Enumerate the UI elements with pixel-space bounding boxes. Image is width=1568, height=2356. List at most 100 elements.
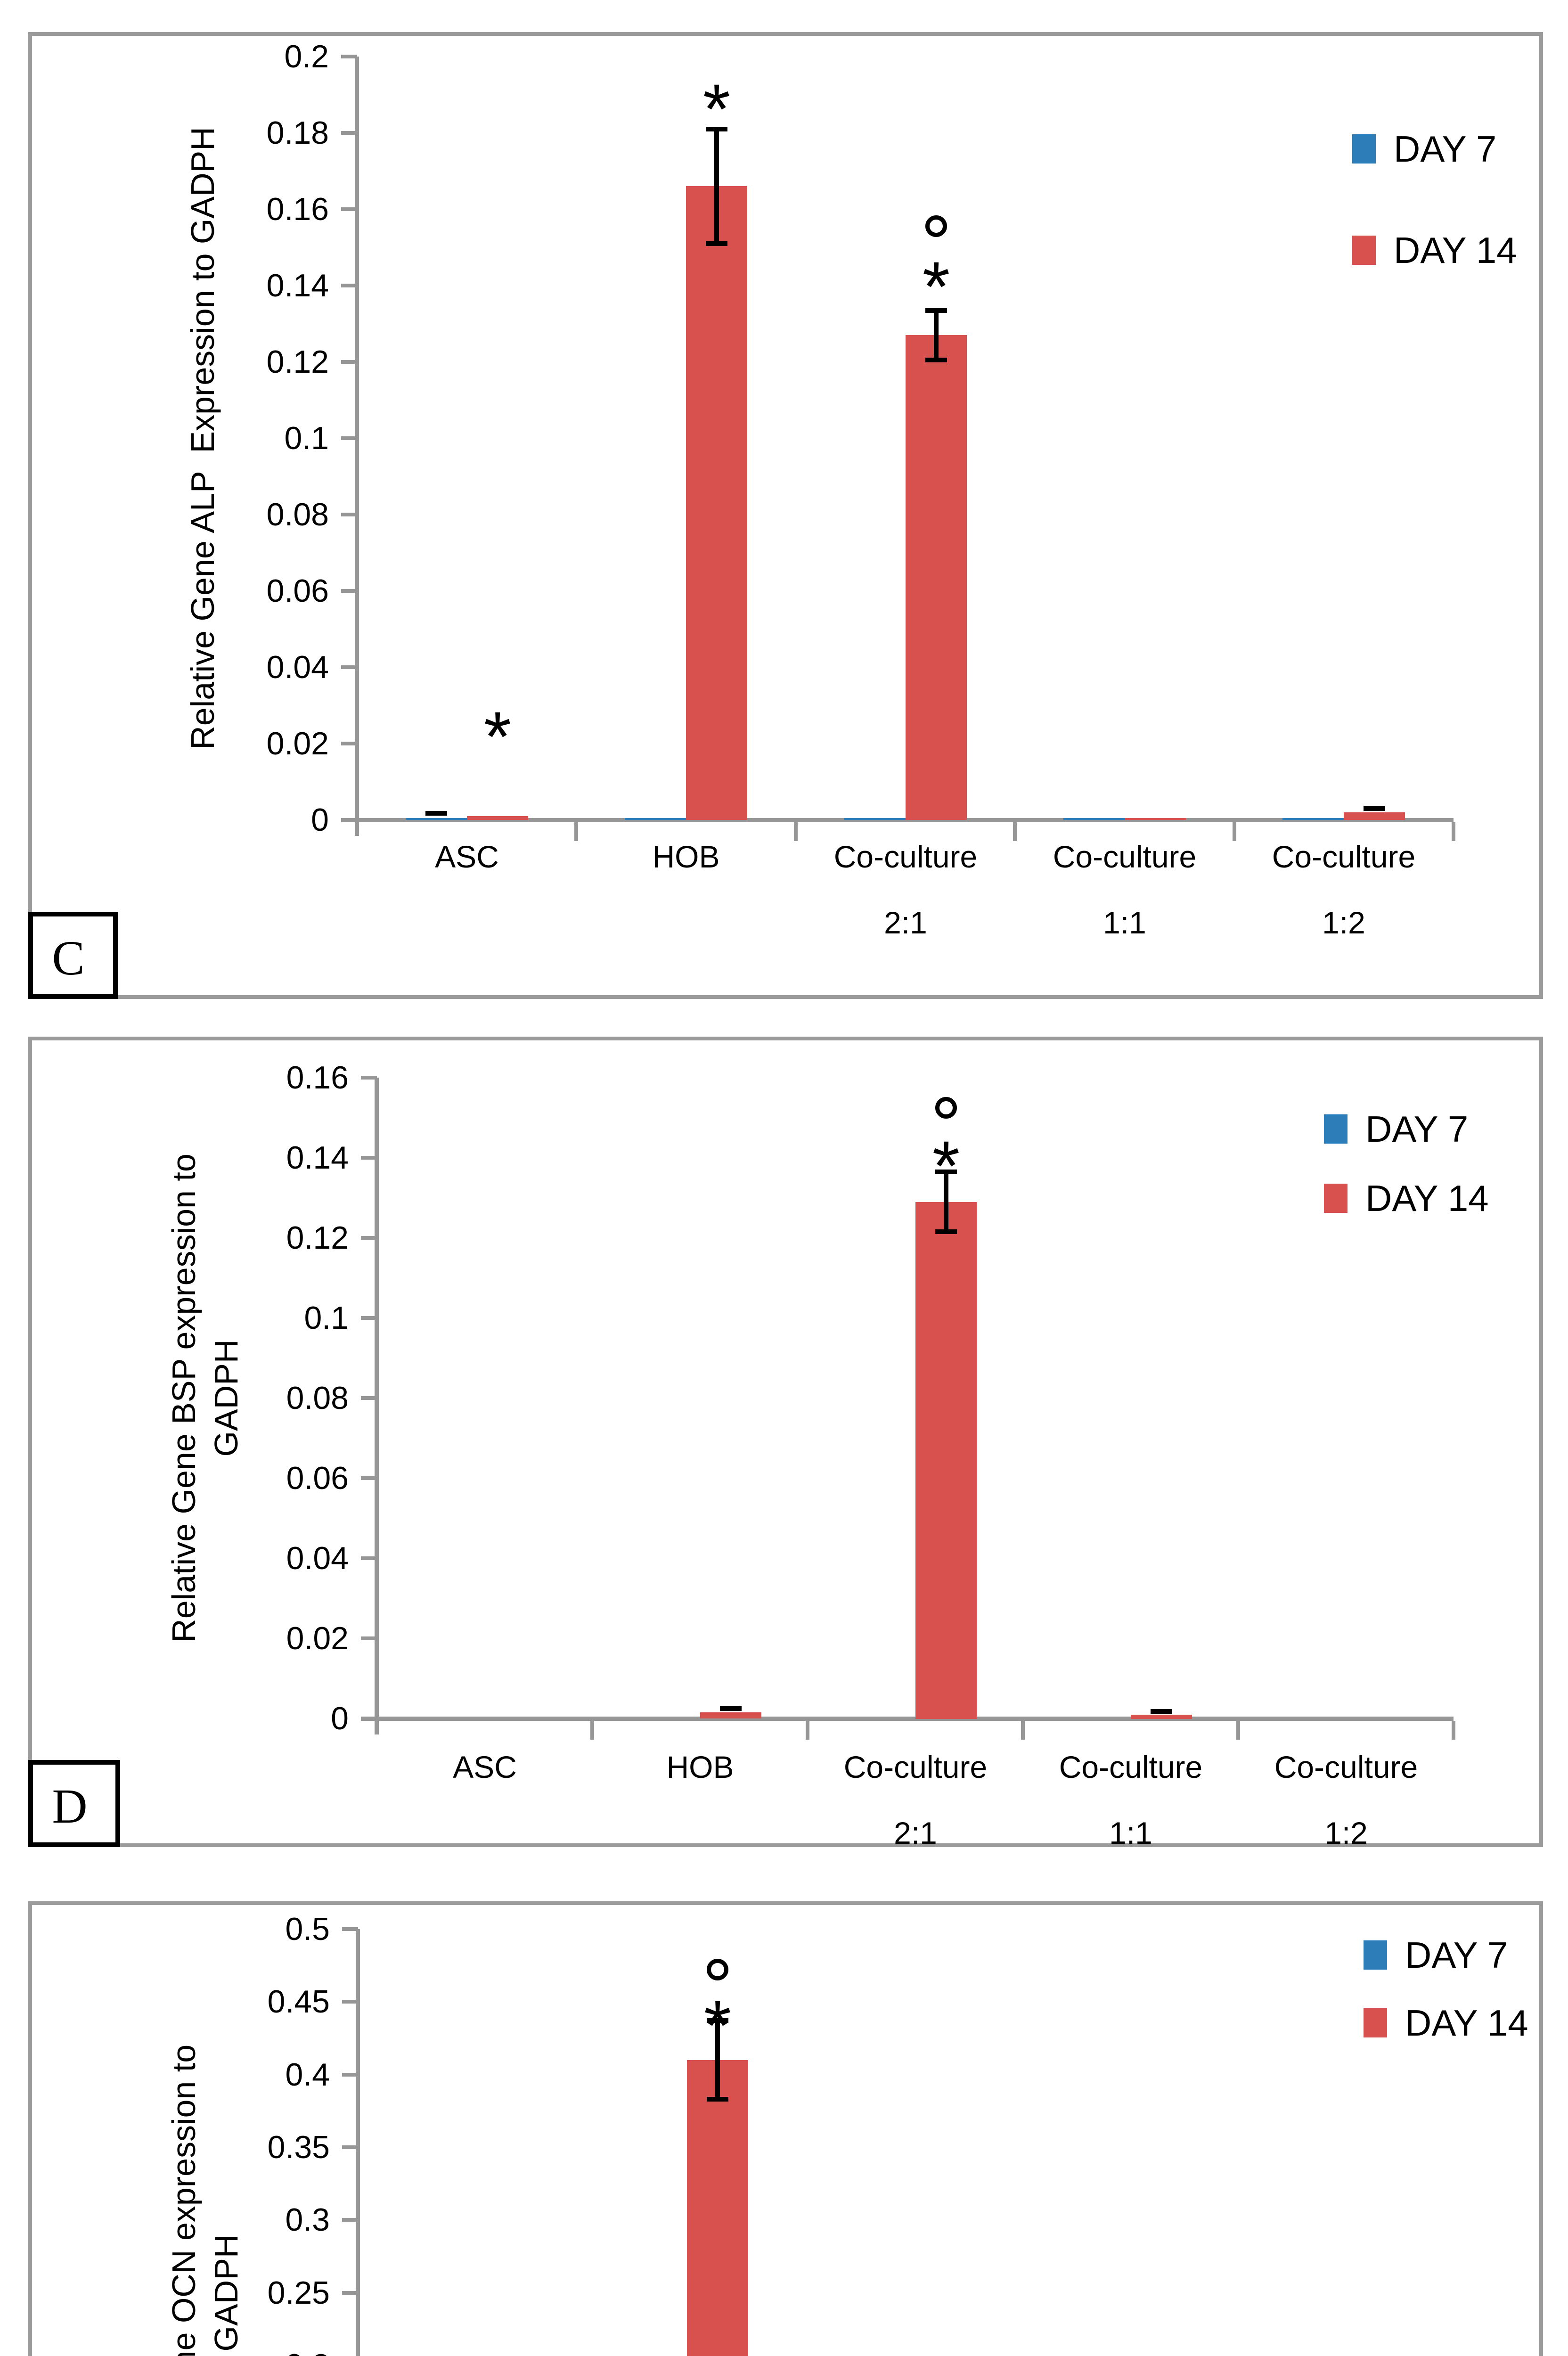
legend-label: DAY 14 [1394,229,1517,271]
bar-day14-Co-culture 1:1 [1131,1715,1192,1719]
bar-day14-Co-culture 2:1 [906,335,967,820]
legend-label: DAY 14 [1405,2002,1528,2044]
error-bar-cap-top [706,127,727,131]
x-tick [794,822,798,841]
x-category-label: Co-culture [1059,1750,1203,1784]
y-tick [361,1717,377,1720]
error-dash [425,811,447,816]
x-tick [1236,1721,1240,1740]
y-tick [361,1076,377,1080]
y-tick-label: 0.04 [286,1540,349,1576]
y-tick-label: 0.14 [266,268,329,303]
y-tick-label: 0.45 [267,1984,330,2020]
y-tick-label: 0.14 [286,1140,349,1176]
y-tick-label: 0 [331,1701,349,1736]
x-category-label: 2:1 [884,905,927,940]
y-tick [341,742,357,745]
y-axis-line [355,57,359,836]
x-category-label: Co-culture [1053,839,1197,874]
y-tick [361,1236,377,1240]
error-bar-cap-bottom [706,241,727,246]
panel-D [28,1037,1543,1847]
annotation-asterisk: * [922,247,950,326]
x-category-label: Co-culture [1272,839,1416,874]
panel-letter-box [28,1760,120,1847]
error-dash [1364,806,1385,811]
y-tick [341,513,357,516]
bar-day7-ASC [406,818,467,820]
y-tick [341,55,357,58]
x-category-label: Co-culture [843,1750,988,1784]
legend-swatch-day14 [1364,2008,1387,2037]
y-tick [342,2073,358,2077]
y-tick-label: 0.35 [267,2129,330,2165]
y-axis-title: Relative Gene ALP Expression to GADPH [184,127,221,750]
x-category-label: 1:1 [1103,905,1146,940]
x-category-label: 1:1 [1109,1816,1152,1850]
annotation-asterisk: * [483,697,512,776]
y-tick [361,1636,377,1640]
legend-label: DAY 14 [1365,1178,1489,1219]
y-tick-label: 0.4 [285,2057,330,2093]
y-axis-line [356,1929,360,2356]
x-tick [1013,822,1017,841]
y-tick [361,1556,377,1560]
y-tick-label: 0.18 [266,115,329,151]
y-tick [341,207,357,211]
legend-label: DAY 7 [1394,128,1497,170]
y-tick-label: 0.16 [286,1060,349,1096]
annotation-asterisk: * [932,1126,960,1205]
x-tick [1452,822,1455,841]
y-tick-label: 0.16 [266,191,329,227]
panel-letter: D [52,1779,88,1833]
y-tick-label: 0.12 [286,1220,349,1256]
y-tick-label: 0.02 [266,726,329,761]
error-bar-cap-bottom [935,1229,957,1234]
bar-day14-HOB [700,1712,761,1718]
x-tick [1452,1721,1455,1740]
y-tick-label: 0.04 [266,649,329,685]
y-tick [341,665,357,669]
x-category-label: ASC [453,1750,517,1784]
x-category-label: 1:2 [1324,1816,1368,1850]
y-tick [342,1927,358,1931]
bar-day14-Co-culture 1:1 [1125,818,1186,820]
bar-day14-HOB [686,186,747,820]
x-category-label: ASC [435,839,499,874]
y-tick-label: 0.3 [285,2202,330,2238]
y-tick-label: 0.06 [266,573,329,609]
y-tick [361,1156,377,1160]
error-dash [1151,1709,1172,1714]
annotation-asterisk: * [702,69,731,148]
x-tick [1021,1721,1025,1740]
legend-label: DAY 7 [1365,1108,1469,1150]
error-dash [720,1706,742,1711]
y-tick [341,131,357,135]
panel-letter: C [52,931,85,985]
error-bar-cap-bottom [707,2097,728,2102]
error-bar-cap-bottom [925,358,947,362]
y-tick-label: 0.08 [286,1380,349,1416]
panel-C [28,32,1543,999]
y-axis-title: GADPH [208,1339,245,1457]
legend-swatch-day7 [1352,134,1376,164]
x-category-label: 1:2 [1322,905,1365,940]
legend-swatch-day14 [1324,1184,1348,1213]
error-bar-line [714,129,719,244]
error-bar-line [934,311,939,360]
annotation-hash: # [922,2348,951,2356]
bar-day7-HOB [625,818,686,820]
annotation-degree [707,1959,728,1980]
x-axis-line [361,1717,1454,1721]
bar-day14-Co-culture 1:2 [1344,812,1405,820]
error-bar-cap-top [925,308,947,313]
legend-swatch-day7 [1324,1114,1348,1144]
y-tick [342,2291,358,2295]
error-bar-cap-top [935,1170,957,1174]
y-tick-label: 0 [311,802,329,838]
panel-letter-box [28,912,118,999]
legend-label: DAY 7 [1405,1934,1508,1976]
x-category-label: Co-culture [1274,1750,1418,1784]
x-category-label: HOB [666,1750,734,1784]
